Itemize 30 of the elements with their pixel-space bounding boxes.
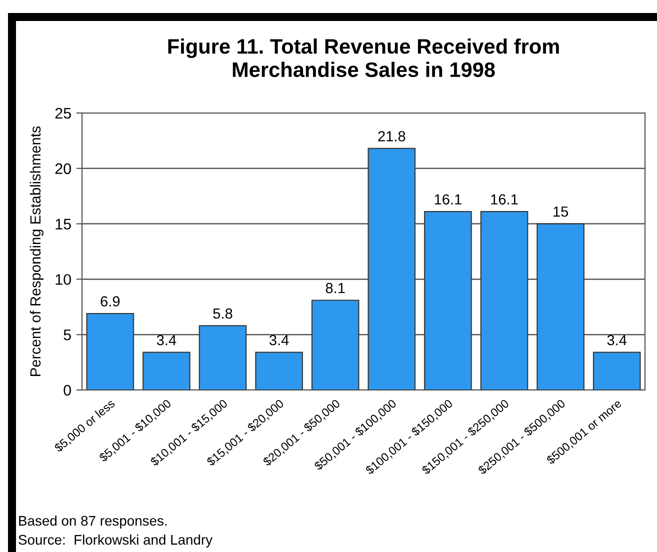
source-note: Source: Florkowski and Landry	[18, 534, 213, 548]
data-label: 3.4	[269, 334, 289, 346]
chart-title: Figure 11. Total Revenue Received from Merchandise Sales in 1998	[168, 38, 559, 78]
bar	[255, 352, 303, 390]
data-label: 3.4	[607, 334, 627, 346]
y-tick-label: 0	[64, 384, 71, 396]
data-label: 5.8	[213, 308, 232, 319]
data-label: 3.4	[156, 334, 176, 346]
bar	[368, 148, 416, 390]
text: Based on 87 responses.	[19, 516, 167, 528]
y-tick-label: 15	[56, 218, 71, 230]
y-tick-label: 5	[64, 330, 71, 340]
bar	[480, 211, 528, 390]
y-tick-label: 20	[55, 163, 71, 174]
data-label: 16.1	[491, 194, 518, 205]
y-tick-label: 25	[55, 108, 71, 119]
y-tick-label: 10	[56, 274, 71, 285]
data-label: 21.8	[378, 131, 406, 142]
bar	[198, 325, 247, 390]
y-axis-title: Percent of Responding Establishments	[30, 126, 44, 376]
bar	[142, 352, 190, 390]
bar	[86, 312, 134, 390]
bar	[536, 223, 584, 390]
data-label: 16.1	[434, 194, 462, 205]
data-label: 15	[554, 206, 568, 217]
data-label: 8.1	[326, 282, 345, 294]
data-label: 6.9	[100, 296, 120, 306]
bar	[592, 352, 641, 390]
bar	[424, 211, 472, 390]
bar	[311, 300, 360, 390]
